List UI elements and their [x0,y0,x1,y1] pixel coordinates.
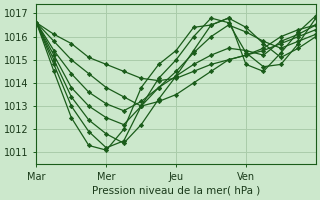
X-axis label: Pression niveau de la mer( hPa ): Pression niveau de la mer( hPa ) [92,186,260,196]
